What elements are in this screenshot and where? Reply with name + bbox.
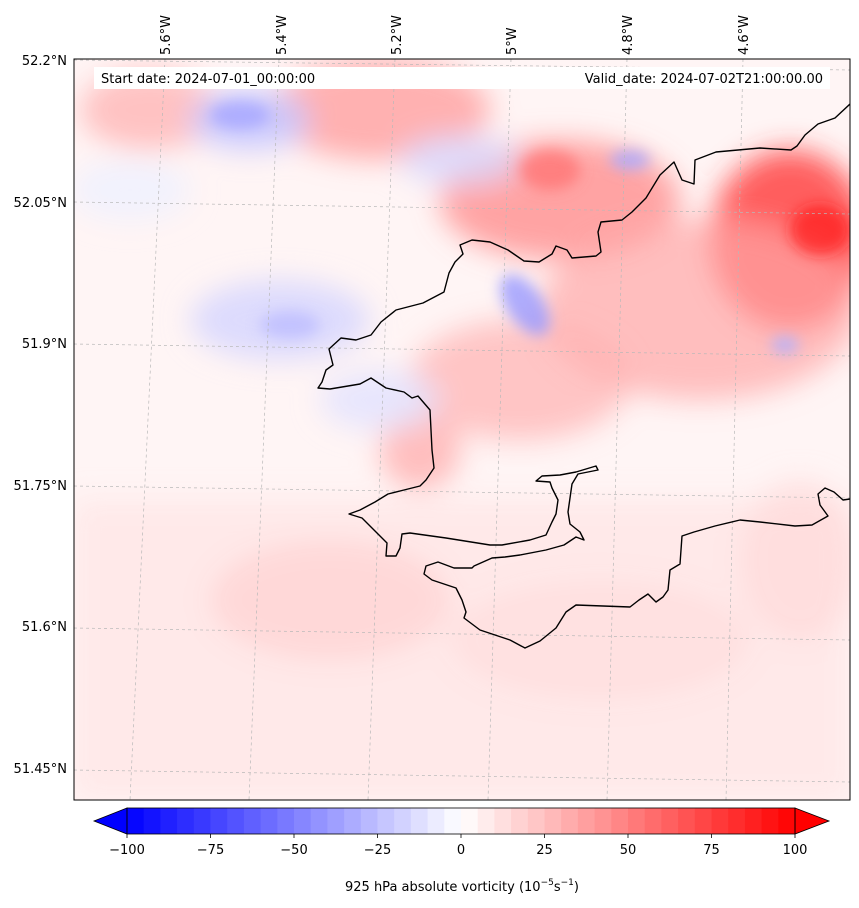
colorbar-tick-label: −50 xyxy=(280,843,307,858)
colorbar-tick-label: −100 xyxy=(109,843,145,858)
latitude-labels: 52.2°N 52.05°N 51.9°N 51.75°N 51.6°N 51.… xyxy=(14,54,67,777)
colorbar-tick-label: 75 xyxy=(703,843,720,858)
colorbar-segment xyxy=(394,808,412,834)
colorbar-tick-label: 100 xyxy=(783,843,808,858)
colorbar-segment xyxy=(494,808,512,834)
colorbar-segment xyxy=(344,808,362,834)
colorbar-segment xyxy=(260,808,278,834)
colorbar-segment xyxy=(160,808,178,834)
colorbar-segment xyxy=(761,808,779,834)
colorbar-segment xyxy=(661,808,679,834)
colorbar-segment xyxy=(778,808,796,834)
colorbar-segment xyxy=(193,808,212,834)
colorbar-segment xyxy=(744,808,763,834)
lon-label: 5°W xyxy=(505,27,520,55)
colorbar-segment xyxy=(177,808,195,834)
colorbar-segment xyxy=(477,808,495,834)
start-date-label: Start date: 2024-07-01_00:00:00 xyxy=(101,72,315,87)
colorbar-segment xyxy=(728,808,746,834)
graticule xyxy=(74,59,850,800)
lon-label: 4.6°W xyxy=(737,15,752,55)
colorbar-ticks: −100 −75 −50 −25 0 25 50 75 100 xyxy=(109,834,807,858)
vorticity-field-detail xyxy=(210,101,850,354)
longitude-labels: 5.6°W 5.4°W 5.2°W 5°W 4.8°W 4.6°W xyxy=(159,15,752,55)
lon-label: 5.2°W xyxy=(390,15,405,55)
colorbar-segment xyxy=(527,808,546,834)
colorbar-segment xyxy=(410,808,429,834)
lat-label: 51.75°N xyxy=(14,479,67,494)
valid-date-label: Valid_date: 2024-07-02T21:00:00.00 xyxy=(585,72,823,87)
map-frame xyxy=(73,58,851,801)
header-info-box xyxy=(94,67,830,89)
colorbar-segment xyxy=(611,808,629,834)
colorbar-segment xyxy=(327,808,345,834)
colorbar-segment xyxy=(461,808,479,834)
colorbar-segment xyxy=(678,808,696,834)
lon-label: 4.8°W xyxy=(621,15,636,55)
coastline xyxy=(317,103,850,649)
colorbar-segment xyxy=(360,808,379,834)
header-info: Start date: 2024-07-01_00:00:00 Valid_da… xyxy=(94,67,830,89)
colorbar-segment xyxy=(243,808,262,834)
colorbar-segment xyxy=(594,808,612,834)
colorbar-segment xyxy=(294,808,312,834)
colorbar-segment xyxy=(127,808,145,834)
lat-label: 51.9°N xyxy=(22,337,67,352)
lon-label: 5.6°W xyxy=(159,15,174,55)
colorbar-segments xyxy=(127,808,796,834)
colorbar-segment xyxy=(377,808,395,834)
colorbar-segment xyxy=(544,808,562,834)
colorbar-tick-label: 50 xyxy=(620,843,637,858)
colorbar-segment xyxy=(577,808,596,834)
colorbar-segment xyxy=(561,808,579,834)
colorbar-segment xyxy=(628,808,646,834)
colorbar-segment xyxy=(711,808,729,834)
map-panel: Start date: 2024-07-01_00:00:00 Valid_da… xyxy=(74,59,850,800)
colorbar-extend-min xyxy=(92,807,128,835)
colorbar-segment xyxy=(227,808,245,834)
colorbar-extend-max xyxy=(794,807,831,835)
colorbar: −100 −75 −50 −25 0 25 50 75 100 925 hPa absolute… xyxy=(92,807,831,895)
colorbar-tick-label: 0 xyxy=(457,843,465,858)
colorbar-segment xyxy=(310,808,328,834)
lat-label: 52.2°N xyxy=(22,54,67,69)
lat-label: 51.45°N xyxy=(14,762,67,777)
colorbar-label: 925 hPa absolute vorticity (10−5s−1) xyxy=(345,878,579,895)
colorbar-segment xyxy=(694,808,713,834)
colorbar-segment xyxy=(277,808,295,834)
colorbar-tick-label: −25 xyxy=(364,843,391,858)
lat-label: 52.05°N xyxy=(14,196,67,211)
lat-label: 51.6°N xyxy=(22,620,67,635)
colorbar-tick-label: 25 xyxy=(536,843,553,858)
colorbar-segment xyxy=(143,808,161,834)
colorbar-segment xyxy=(210,808,228,834)
lon-label: 5.4°W xyxy=(275,15,290,55)
colorbar-segment xyxy=(444,808,462,834)
colorbar-segment xyxy=(644,808,662,834)
colorbar-segment xyxy=(427,808,445,834)
colorbar-tick-label: −75 xyxy=(197,843,224,858)
colorbar-segment xyxy=(511,808,529,834)
